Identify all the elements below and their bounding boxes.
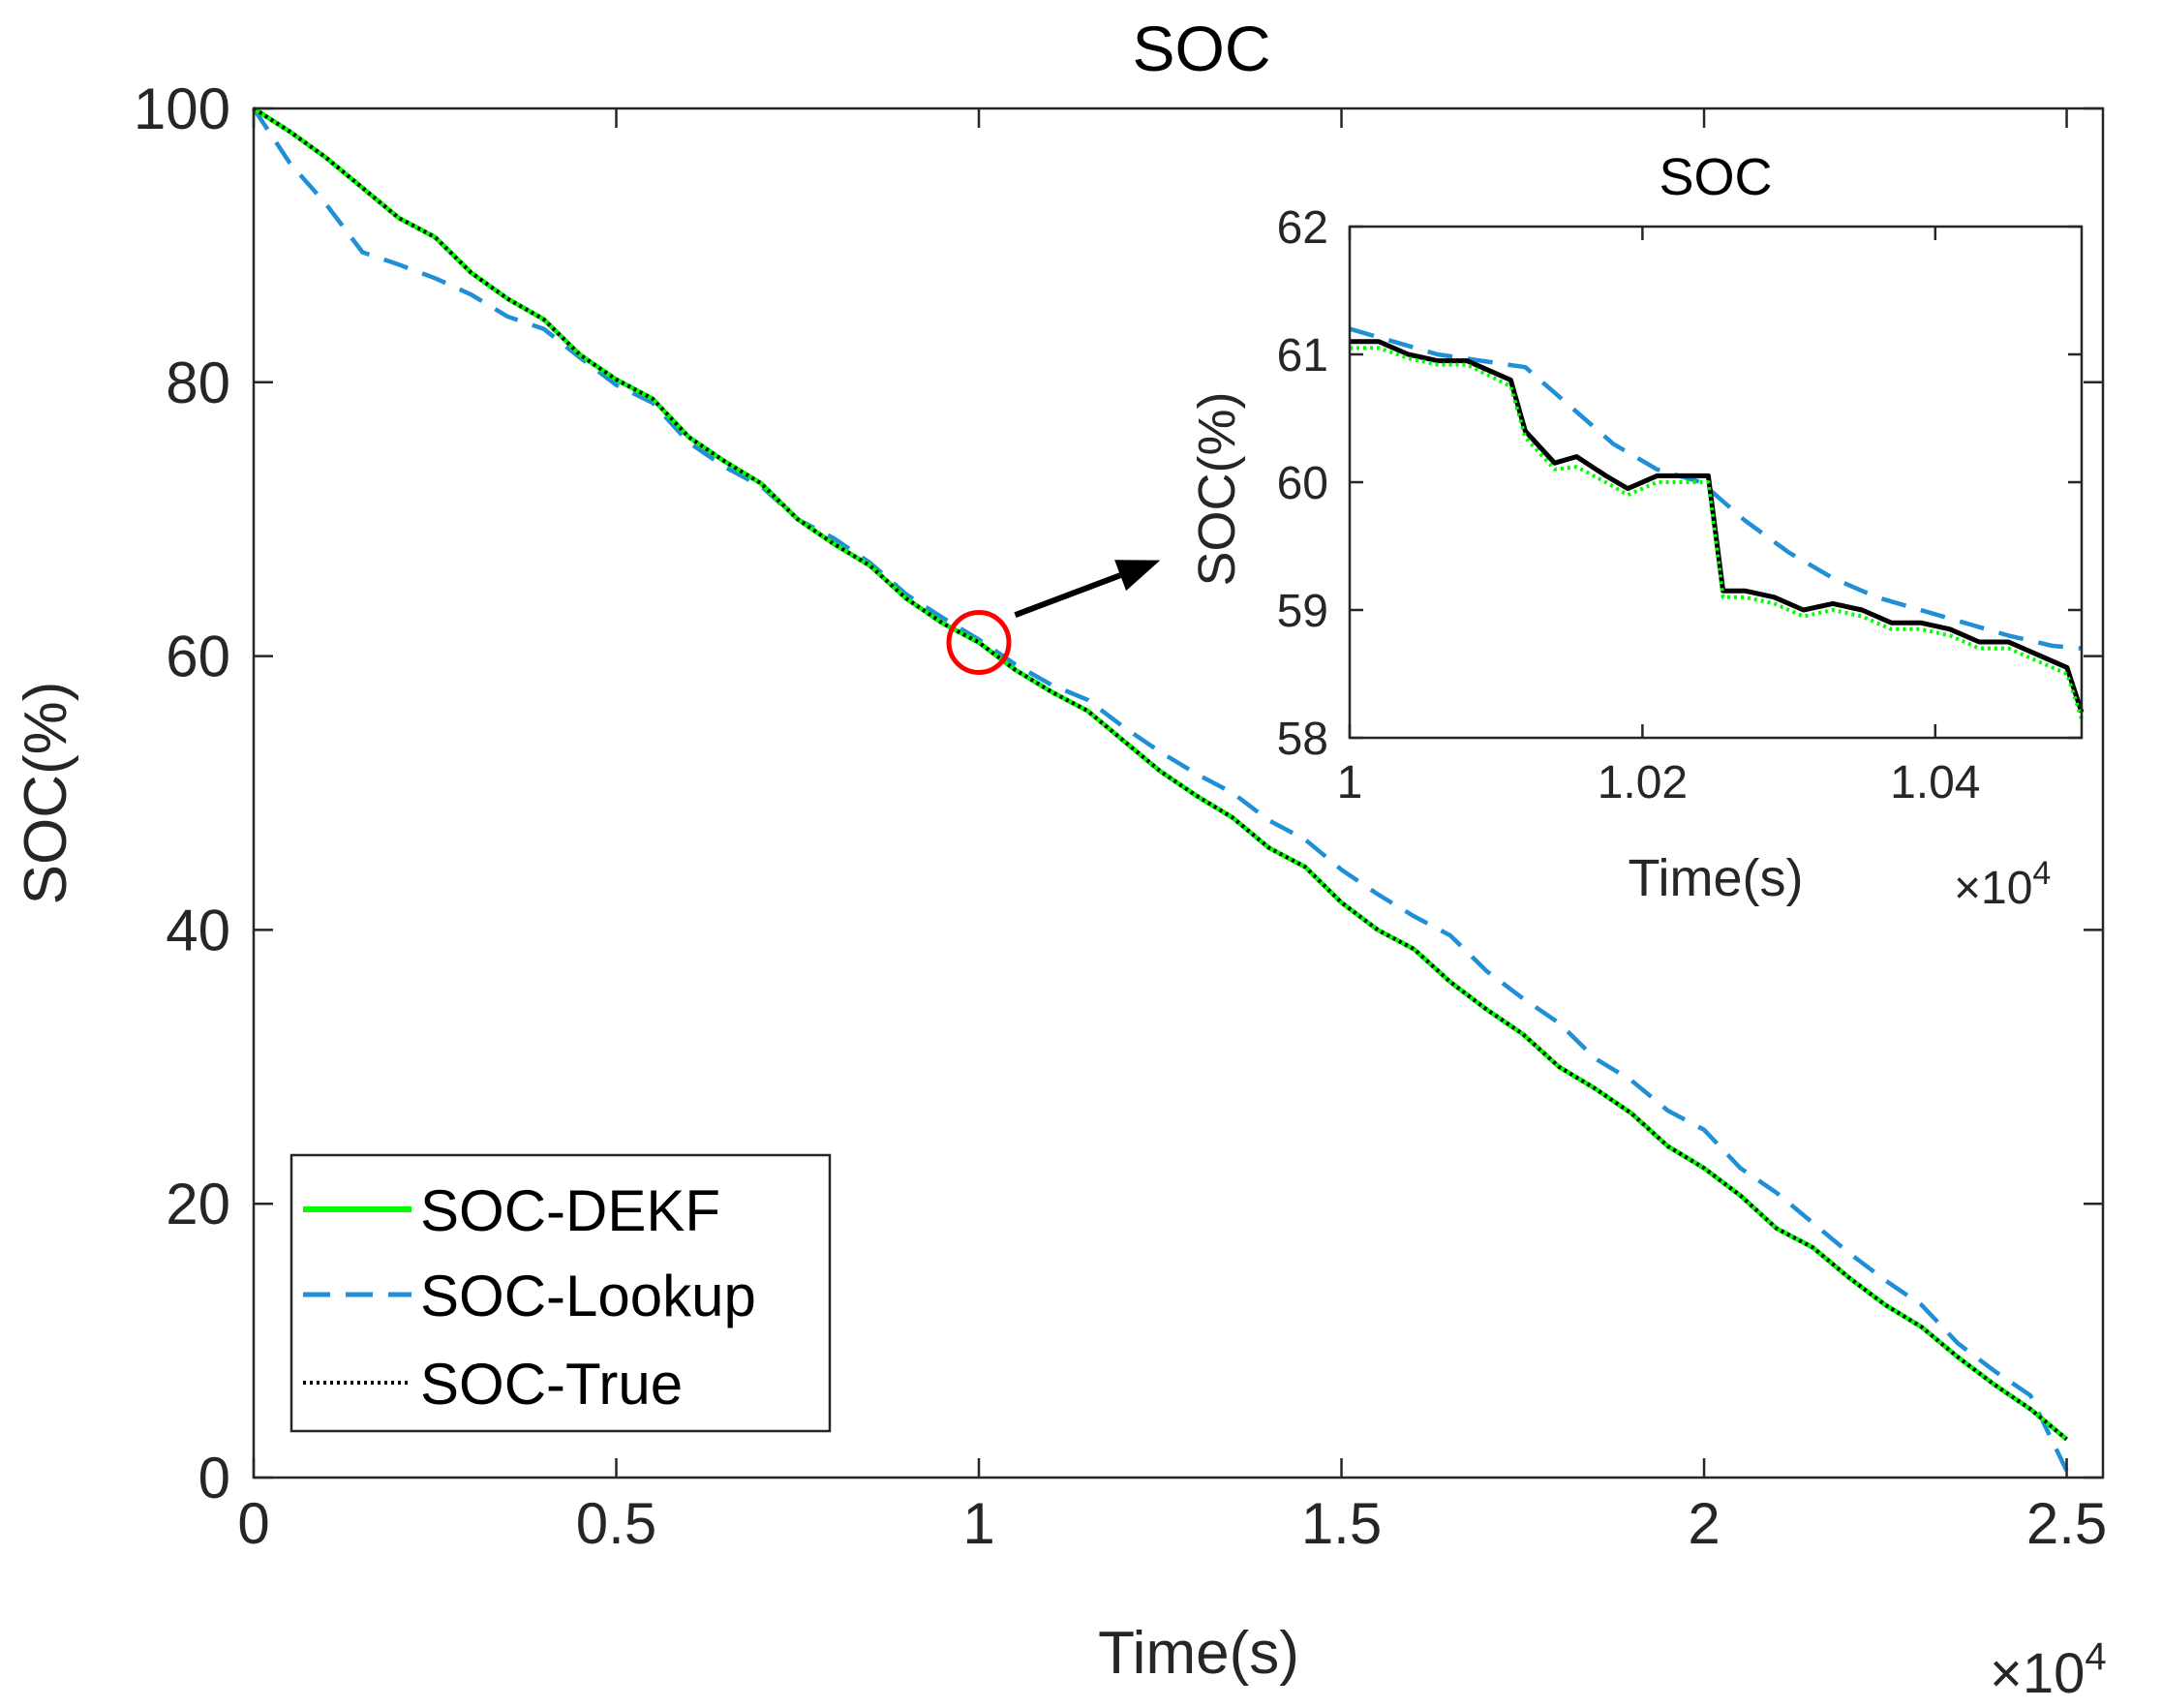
inset-series-soc-true xyxy=(1350,339,2085,714)
main-x-multiplier: ×104 xyxy=(1990,1635,2107,1705)
main-x-axis: 0 0.5 1 1.5 2 2.5 xyxy=(237,108,2107,1556)
legend-label-soc-dekf: SOC-DEKF xyxy=(420,1178,720,1243)
inset-background xyxy=(1350,227,2082,738)
inset-series-group xyxy=(1349,326,2085,719)
main-x-tick-label: 1 xyxy=(962,1491,994,1556)
main-x-multiplier-exponent: 4 xyxy=(2085,1635,2106,1678)
legend-label-soc-lookup: SOC-Lookup xyxy=(420,1264,756,1328)
inset-x-multiplier-base: ×10 xyxy=(1954,863,2032,914)
inset-y-tick-label: 61 xyxy=(1277,330,1328,381)
zoom-region-circle xyxy=(946,609,1012,675)
inset-x-axis: 1 1.02 1.04 xyxy=(1337,227,1981,808)
main-x-tick-label: 2.5 xyxy=(2026,1491,2107,1556)
main-x-tick-label: 1.5 xyxy=(1301,1491,1382,1556)
main-legend: SOC-DEKF SOC-Lookup SOC-True xyxy=(289,1153,832,1433)
legend-label-soc-true: SOC-True xyxy=(420,1352,683,1417)
inset-x-multiplier: ×104 xyxy=(1954,855,2051,914)
inset-y-tick-label: 62 xyxy=(1277,202,1328,254)
main-y-tick-label: 80 xyxy=(166,351,230,415)
inset-chart-title: SOC xyxy=(1659,148,1772,206)
main-y-tick-label: 0 xyxy=(198,1446,230,1510)
legend-entry-soc-lookup: SOC-Lookup xyxy=(303,1264,756,1328)
inset-x-tick-label: 1.02 xyxy=(1598,757,1688,808)
main-x-multiplier-base: ×10 xyxy=(1990,1642,2085,1705)
inset-x-tick-label: 1.04 xyxy=(1890,757,1980,808)
main-y-axis-label: SOC(%) xyxy=(13,682,79,905)
main-y-tick-label: 40 xyxy=(166,898,230,962)
main-series-soc-dekf xyxy=(252,106,2069,1442)
main-y-tick-label: 60 xyxy=(166,625,230,689)
main-series-soc-lookup xyxy=(252,107,2069,1472)
inset-series-soc-lookup xyxy=(1349,326,2083,651)
legend-box xyxy=(289,1153,832,1433)
main-x-axis-label: Time(s) xyxy=(1098,1620,1299,1687)
main-chart: SOC 0 0.5 1 1.5 2 2.5 0 20 40 60 80 100 Time(s) SO… xyxy=(13,13,2107,1705)
main-x-tick-label: 0.5 xyxy=(576,1491,656,1556)
zoom-arrow-head xyxy=(1114,560,1161,592)
main-annotations xyxy=(946,560,1161,675)
zoom-arrow-shaft xyxy=(1014,572,1122,618)
main-y-tick-label: 100 xyxy=(134,76,230,141)
inset-y-tick-label: 60 xyxy=(1277,458,1328,509)
main-series-group xyxy=(252,106,2069,1472)
main-y-tick-label: 20 xyxy=(166,1172,230,1236)
inset-y-tick-label: 58 xyxy=(1277,714,1328,765)
inset-y-axis-label: SOC(%) xyxy=(1188,392,1246,587)
main-x-tick-label: 0 xyxy=(237,1491,269,1556)
inset-x-axis-label: Time(s) xyxy=(1629,849,1804,907)
inset-series-soc-dekf xyxy=(1350,346,2084,719)
main-x-tick-label: 2 xyxy=(1688,1491,1720,1556)
inset-x-tick-label: 1 xyxy=(1337,757,1363,808)
inset-y-tick-label: 59 xyxy=(1277,586,1328,637)
main-plot-frame xyxy=(252,107,2105,1479)
legend-entry-soc-dekf: SOC-DEKF xyxy=(303,1178,720,1243)
legend-entry-soc-true: SOC-True xyxy=(303,1352,683,1417)
inset-y-axis: 58 59 60 61 62 xyxy=(1277,202,2082,765)
main-chart-title: SOC xyxy=(1132,13,1270,84)
main-y-axis: 0 20 40 60 80 100 xyxy=(134,76,2103,1510)
inset-x-multiplier-exponent: 4 xyxy=(2032,855,2051,892)
